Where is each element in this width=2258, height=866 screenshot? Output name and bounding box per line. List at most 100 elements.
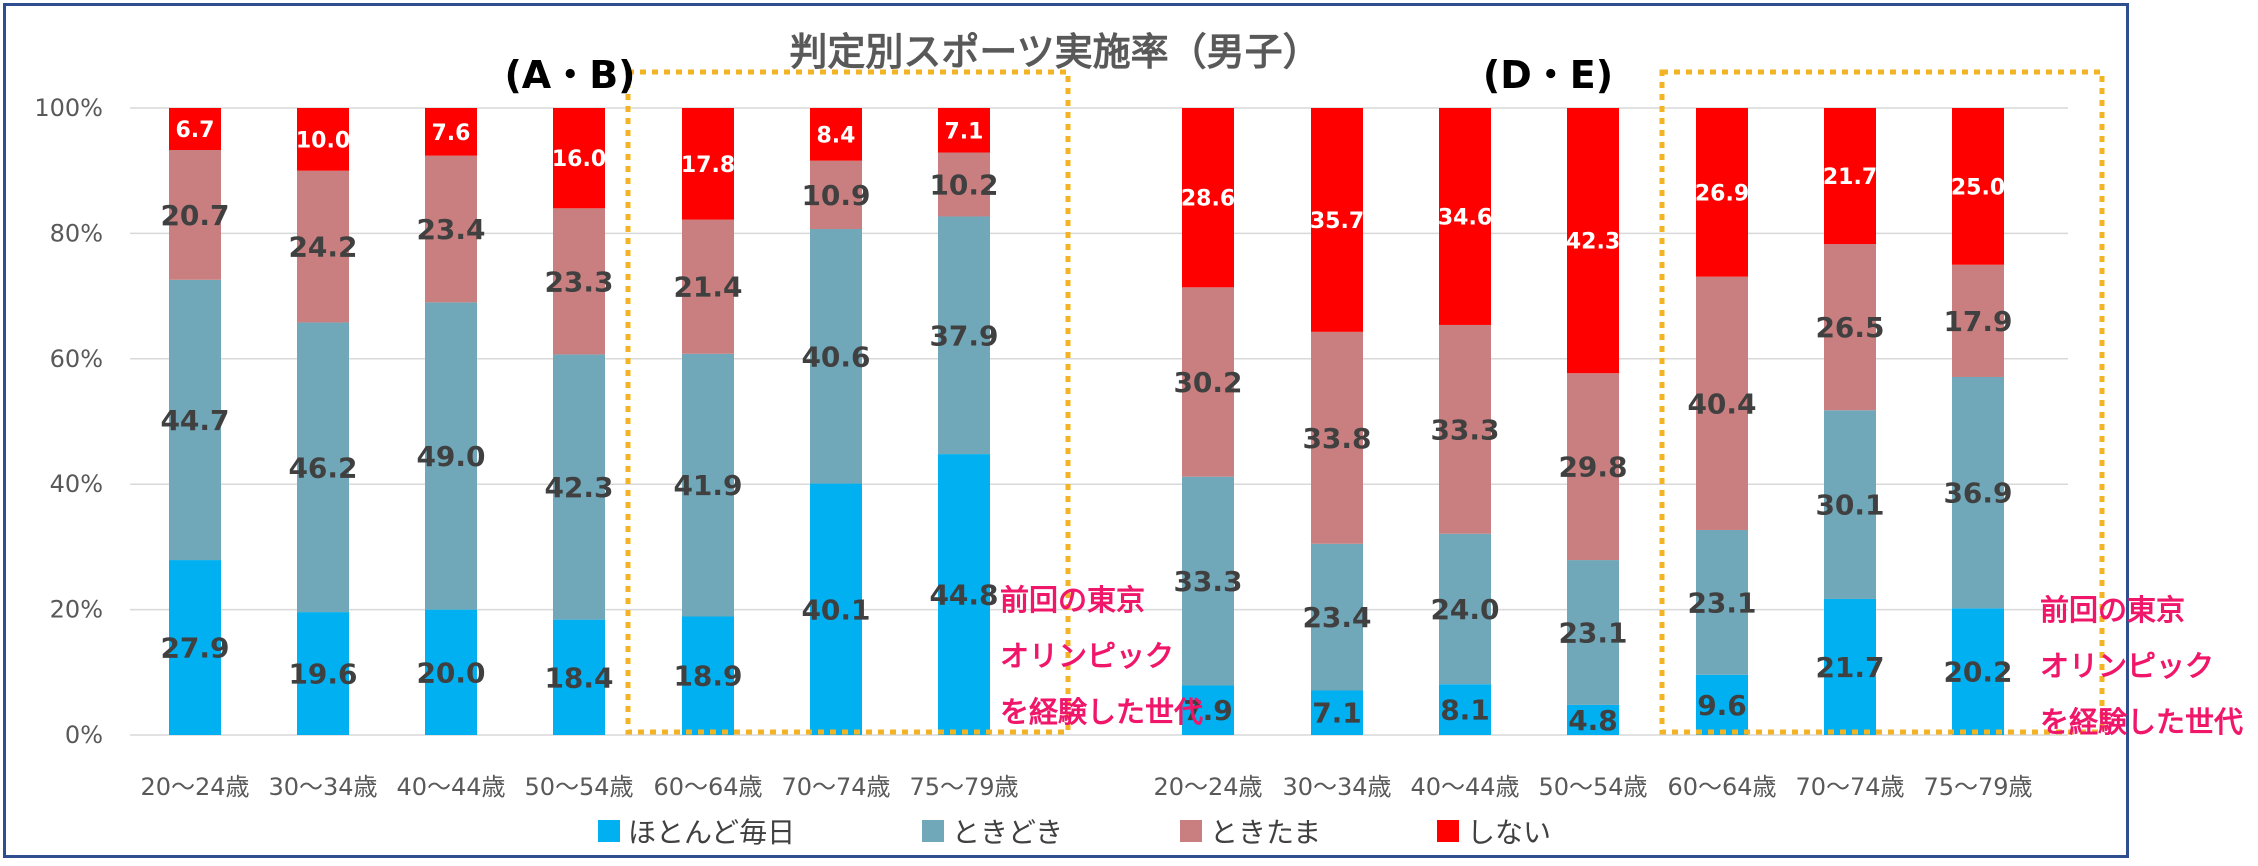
data-label-occasionally: 10.2 [929,168,998,201]
data-label-occasionally: 40.4 [1687,387,1756,420]
data-label-never: 17.8 [681,153,735,178]
data-label-everyday: 7.1 [1312,697,1362,730]
bar-segment-occasionally [682,219,734,354]
group-label-ab: (A・B) [504,53,635,97]
bar-segment-sometimes [1696,529,1748,675]
data-label-sometimes: 24.0 [1430,593,1499,626]
bar-segment-never [1824,108,1876,245]
data-label-everyday: 18.9 [673,660,742,693]
bar-segment-everyday [1952,608,2004,735]
bar-segment-occasionally [1952,264,2004,377]
x-tick-label: 20～24歳 [1153,773,1262,801]
legend-label-sometimes: ときどき [952,816,1063,849]
x-tick-label: 75～79歳 [1923,773,2032,801]
bar-segment-never [425,108,477,156]
data-label-everyday: 21.7 [1815,651,1884,684]
bar-segment-occasionally [1567,373,1619,561]
bar-segment-never [1952,108,2004,265]
bar-segment-everyday [1696,674,1748,735]
bar-segment-everyday [810,483,862,735]
bar-segment-everyday [553,619,605,735]
data-label-never: 8.4 [817,123,856,148]
data-label-sometimes: 44.7 [160,404,229,437]
legend-label-everyday: ほとんど毎日 [628,816,795,849]
bar-segment-occasionally [297,170,349,323]
data-label-never: 16.0 [552,147,606,172]
bar-segment-never [1439,108,1491,325]
bar-segment-everyday [1182,685,1234,735]
data-label-sometimes: 37.9 [929,319,998,352]
x-tick-label: 40～44歳 [396,773,505,801]
data-label-sometimes: 33.3 [1173,565,1242,598]
bar-segment-never [1311,108,1363,332]
bar-segment-occasionally [1439,324,1491,534]
data-label-occasionally: 33.3 [1430,413,1499,446]
bar-segment-sometimes [1439,533,1491,685]
annotation-line: を経験した世代 [2040,705,2243,739]
data-label-occasionally: 24.2 [288,231,357,264]
data-label-occasionally: 33.8 [1302,422,1371,455]
bar-segment-everyday [169,560,221,735]
data-label-never: 6.7 [176,118,215,143]
data-label-never: 34.6 [1438,205,1492,230]
highlight-box [625,69,1071,735]
bar-segment-occasionally [553,208,605,355]
annotation-line: を経験した世代 [1000,695,1203,729]
bar-segment-everyday [1311,690,1363,735]
bar-segment-sometimes [1952,376,2004,609]
annotation-line: オリンピック [1000,639,1174,673]
x-tick-label: 20～24歳 [140,773,249,801]
bar-segment-sometimes [938,216,990,455]
bar-segment-never [938,108,990,153]
bar-segment-never [810,108,862,161]
x-tick-label: 50～54歳 [1538,773,1647,801]
x-tick-label: 70～74歳 [781,773,890,801]
y-tick-label: 40% [50,470,103,498]
data-label-everyday: 44.8 [929,579,998,612]
bar-segment-never [1567,108,1619,374]
data-label-sometimes: 49.0 [416,440,485,473]
legend-swatch-occasionally [1180,820,1202,842]
bar-segment-sometimes [297,322,349,613]
y-tick-label: 80% [50,219,103,247]
bar-segment-sometimes [169,279,221,561]
bar-segment-sometimes [1311,543,1363,691]
bar-segment-occasionally [1311,331,1363,544]
legend-swatch-everyday [598,820,620,842]
bar-segment-never [1696,108,1748,277]
data-label-never: 42.3 [1566,230,1620,255]
x-tick-label: 30～34歳 [268,773,377,801]
bar-segment-occasionally [810,160,862,230]
bar-segment-everyday [1567,704,1619,735]
bar-segment-sometimes [1824,410,1876,599]
x-tick-label: 60～64歳 [1667,773,1776,801]
data-label-never: 21.7 [1823,165,1877,190]
chart-frame [3,3,2129,858]
bar-segment-sometimes [425,302,477,610]
data-label-never: 26.9 [1695,181,1749,206]
data-label-everyday: 4.8 [1568,704,1618,737]
bar-segment-everyday [1439,684,1491,735]
bar-segment-sometimes [1182,476,1234,686]
bar-segment-everyday [938,454,990,735]
data-label-occasionally: 21.4 [673,271,742,304]
bar-segment-never [1182,108,1234,288]
data-label-occasionally: 23.3 [544,265,613,298]
bar-segment-sometimes [553,354,605,620]
bar-segment-everyday [682,616,734,735]
highlight-boxes [625,69,2105,735]
data-label-sometimes: 36.9 [1943,477,2012,510]
data-label-never: 25.0 [1951,175,2005,200]
annotation-line: 前回の東京 [2040,593,2185,627]
data-label-occasionally: 17.9 [1943,305,2012,338]
bar-segment-sometimes [810,229,862,484]
data-label-everyday: 18.4 [544,661,613,694]
annotation-line: オリンピック [2040,649,2214,683]
chart-title: 判定別スポーツ実施率（男子） [789,30,1320,74]
data-label-occasionally: 30.2 [1173,366,1242,399]
data-label-everyday: 20.2 [1943,656,2012,689]
bar-segment-occasionally [1182,287,1234,477]
data-label-everyday: 9.6 [1697,689,1747,722]
bar-segment-occasionally [1696,276,1748,530]
